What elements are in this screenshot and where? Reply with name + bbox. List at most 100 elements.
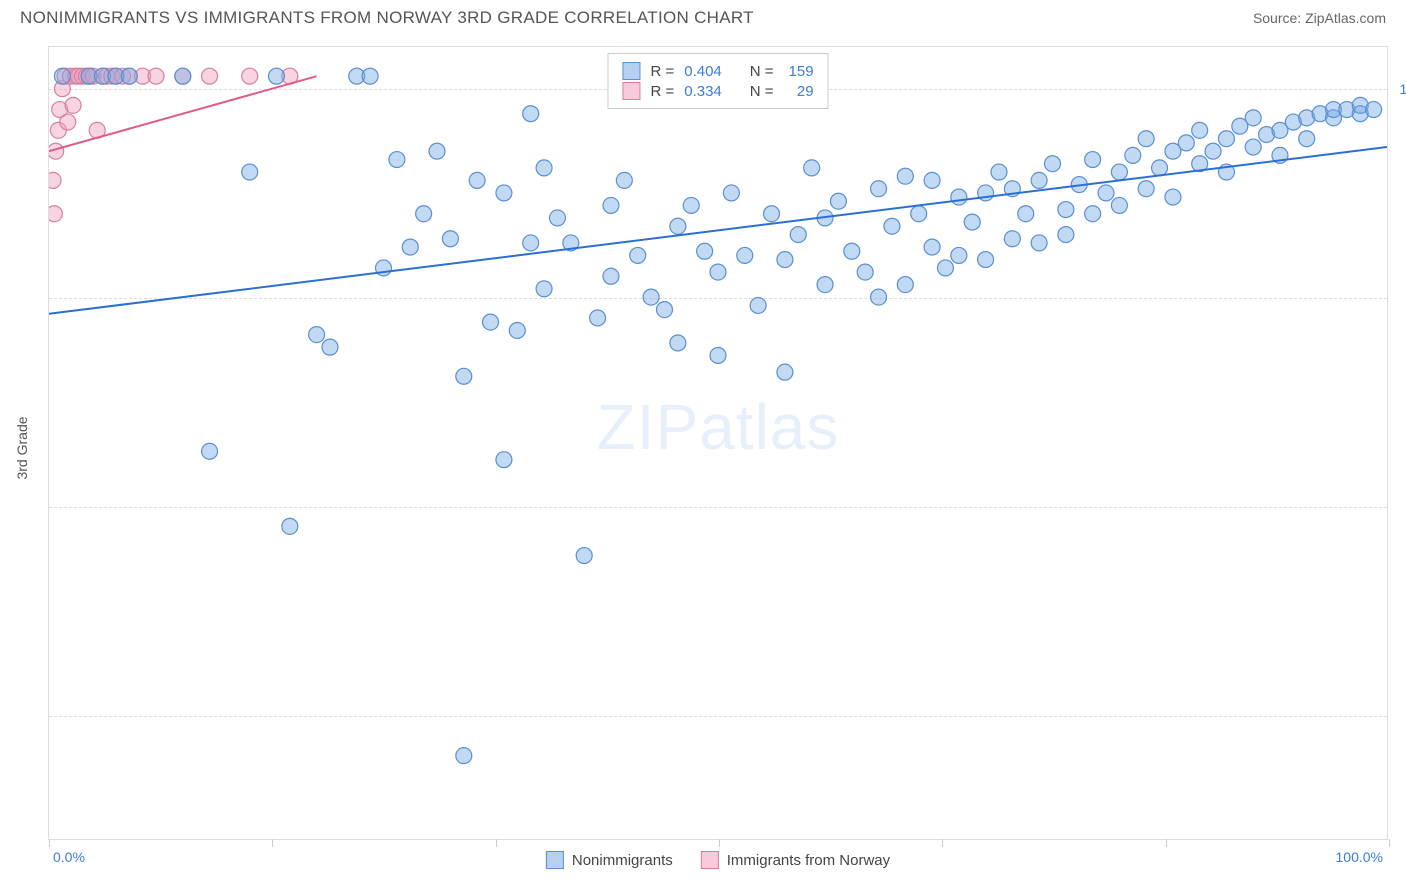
data-point [991, 164, 1007, 180]
source: Source: ZipAtlas.com [1253, 10, 1386, 26]
y-axis-label: 3rd Grade [14, 416, 30, 479]
data-point [1178, 135, 1194, 151]
data-point [643, 289, 659, 305]
n-value: 159 [784, 63, 814, 80]
data-point [1111, 197, 1127, 213]
data-point [49, 172, 61, 188]
swatch-blue-icon [546, 851, 564, 869]
swatch-blue-icon [622, 62, 640, 80]
data-point [764, 206, 780, 222]
data-point [1205, 143, 1221, 159]
n-label: N = [750, 63, 774, 80]
data-point [603, 268, 619, 284]
data-point [121, 68, 137, 84]
source-label: Source: [1253, 10, 1301, 26]
data-point [1125, 147, 1141, 163]
data-point [616, 172, 632, 188]
n-value: 29 [784, 83, 814, 100]
legend-stats: R = 0.404 N = 159 R = 0.334 N = 29 [607, 53, 828, 109]
data-point [389, 152, 405, 168]
x-tick [272, 839, 273, 847]
data-point [603, 197, 619, 213]
data-point [897, 168, 913, 184]
data-point [536, 281, 552, 297]
legend-label: Nonimmigrants [572, 852, 673, 869]
x-axis-max: 100.0% [1336, 849, 1383, 865]
data-point [242, 68, 258, 84]
data-point [65, 97, 81, 113]
data-point [322, 339, 338, 355]
data-point [1098, 185, 1114, 201]
data-point [1245, 110, 1261, 126]
swatch-pink-icon [701, 851, 719, 869]
data-point [402, 239, 418, 255]
data-point [1058, 227, 1074, 243]
n-label: N = [750, 83, 774, 100]
data-point [1138, 131, 1154, 147]
trend-line [49, 76, 317, 151]
data-point [844, 243, 860, 259]
data-point [777, 364, 793, 380]
source-name: ZipAtlas.com [1305, 10, 1386, 26]
data-point [1045, 156, 1061, 172]
data-point [911, 206, 927, 222]
y-tick-label: 95.0% [1392, 290, 1406, 306]
data-point [1245, 139, 1261, 155]
data-point [710, 264, 726, 280]
data-point [362, 68, 378, 84]
data-point [49, 206, 62, 222]
data-point [857, 264, 873, 280]
data-point [951, 189, 967, 205]
data-point [1004, 231, 1020, 247]
data-point [496, 185, 512, 201]
data-point [1299, 131, 1315, 147]
data-point [509, 322, 525, 338]
scatter-plot [49, 47, 1387, 839]
y-tick-label: 90.0% [1392, 499, 1406, 515]
data-point [483, 314, 499, 330]
data-point [1111, 164, 1127, 180]
data-point [1031, 172, 1047, 188]
x-tick [1389, 839, 1390, 847]
data-point [1085, 206, 1101, 222]
data-point [496, 452, 512, 468]
data-point [1218, 131, 1234, 147]
data-point [924, 239, 940, 255]
data-point [670, 335, 686, 351]
legend-item-blue: Nonimmigrants [546, 851, 673, 869]
data-point [1165, 189, 1181, 205]
y-tick-label: 100.0% [1392, 81, 1406, 97]
data-point [60, 114, 76, 130]
data-point [523, 235, 539, 251]
data-point [1018, 206, 1034, 222]
data-point [697, 243, 713, 259]
data-point [817, 277, 833, 293]
x-tick [942, 839, 943, 847]
r-value: 0.334 [684, 83, 722, 100]
legend-row-pink: R = 0.334 N = 29 [622, 82, 813, 100]
data-point [429, 143, 445, 159]
legend-series: Nonimmigrants Immigrants from Norway [546, 851, 890, 869]
chart-area: ZIPatlas 85.0%90.0%95.0%100.0% 0.0% 100.… [48, 46, 1388, 840]
data-point [1031, 235, 1047, 251]
data-point [416, 206, 432, 222]
data-point [523, 106, 539, 122]
data-point [723, 185, 739, 201]
data-point [309, 327, 325, 343]
data-point [576, 548, 592, 564]
data-point [536, 160, 552, 176]
data-point [590, 310, 606, 326]
r-label: R = [650, 63, 674, 80]
legend-item-pink: Immigrants from Norway [701, 851, 890, 869]
data-point [456, 368, 472, 384]
x-tick [496, 839, 497, 847]
y-tick-label: 85.0% [1392, 708, 1406, 724]
data-point [656, 302, 672, 318]
data-point [670, 218, 686, 234]
data-point [924, 172, 940, 188]
data-point [1192, 122, 1208, 138]
r-value: 0.404 [684, 63, 722, 80]
legend-label: Immigrants from Norway [727, 852, 890, 869]
header: NONIMMIGRANTS VS IMMIGRANTS FROM NORWAY … [0, 0, 1406, 32]
data-point [804, 160, 820, 176]
